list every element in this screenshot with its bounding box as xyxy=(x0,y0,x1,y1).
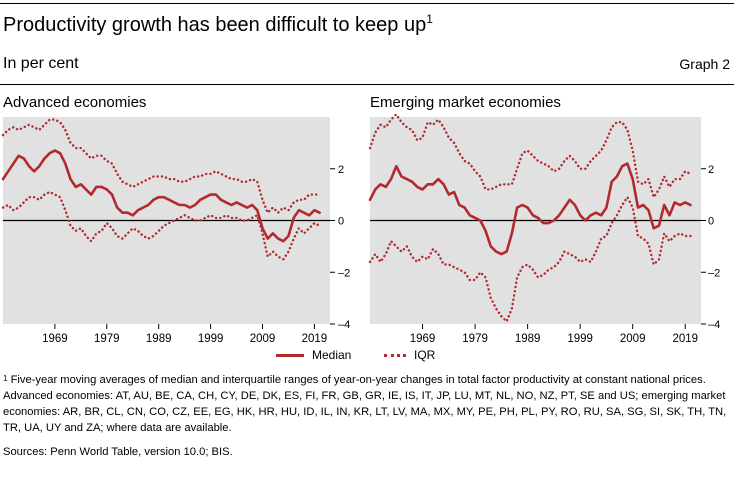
emerging-series-iqr-upper xyxy=(368,113,692,199)
emerging-series-iqr-lower xyxy=(368,195,692,323)
emerging-y-tick-label: –4 xyxy=(708,319,720,331)
sources: Sources: Penn World Table, version 10.0;… xyxy=(3,446,233,458)
advanced-x-tick-label: 2009 xyxy=(250,333,276,345)
emerging-x-tick-label: 2009 xyxy=(620,333,646,345)
graph-number: Graph 2 xyxy=(679,56,730,72)
emerging-y-tick-label: 2 xyxy=(708,164,714,176)
emerging-x-tick-label: 1969 xyxy=(410,333,436,345)
footnote-marker: 1 xyxy=(3,374,8,383)
advanced-y-tick-label: 2 xyxy=(338,164,344,176)
panel-title-emerging: Emerging market economies xyxy=(370,94,561,111)
footnote: 1 Five-year moving averages of median an… xyxy=(3,372,729,436)
emerging-y-tick-label: 0 xyxy=(708,216,714,228)
advanced-x-tick-label: 2019 xyxy=(302,333,328,345)
advanced-x-tick-label: 1989 xyxy=(146,333,172,345)
emerging-series-median xyxy=(368,162,692,256)
advanced-x-tick-label: 1969 xyxy=(42,333,68,345)
legend: Median IQR xyxy=(0,348,734,364)
emerging-x-tick-label: 1989 xyxy=(515,333,541,345)
legend-swatch-median xyxy=(276,353,304,357)
legend-item-median: Median xyxy=(276,348,351,362)
advanced-y-tick-label: 0 xyxy=(338,216,344,228)
emerging-x-tick-label: 1979 xyxy=(462,333,488,345)
advanced-x-tick-label: 1999 xyxy=(198,333,224,345)
emerging-x-tick-label: 2019 xyxy=(672,333,698,345)
advanced-x-tick-label: 1979 xyxy=(94,333,120,345)
footnote-text: Five-year moving averages of median and … xyxy=(3,374,727,434)
advanced-series-median xyxy=(1,149,321,243)
chart-subtitle: In per cent xyxy=(3,55,79,72)
advanced-y-tick-label: –4 xyxy=(338,319,350,331)
legend-label-median: Median xyxy=(312,348,352,362)
legend-label-iqr: IQR xyxy=(414,348,436,362)
charts-svg: 2 0 –2 –4 1969 1979 1989 1999 2009 2019 2 0 –2 –4 1969… xyxy=(1,113,720,345)
top-rule xyxy=(0,3,734,4)
chart-title: Productivity growth has been difficult t… xyxy=(3,12,433,36)
legend-swatch-iqr xyxy=(384,353,406,357)
emerging-x-tick-label: 1999 xyxy=(567,333,593,345)
header-rule xyxy=(0,84,734,85)
panel-title-advanced: Advanced economies xyxy=(3,94,147,111)
legend-item-iqr: IQR xyxy=(384,348,435,362)
advanced-series-iqr-upper xyxy=(1,118,321,214)
advanced-series-iqr-lower xyxy=(1,190,321,261)
emerging-y-tick-label: –2 xyxy=(708,267,720,279)
title-footnote-marker: 1 xyxy=(426,12,433,26)
advanced-y-tick-label: –2 xyxy=(338,267,350,279)
